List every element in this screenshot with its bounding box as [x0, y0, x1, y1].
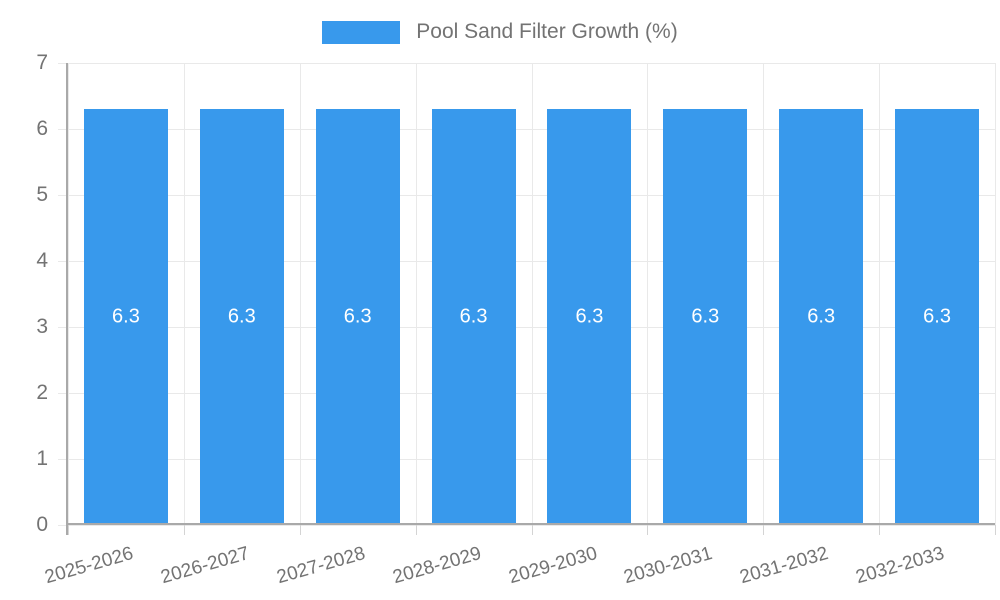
bar-value-label: 6.3 [227, 305, 256, 328]
bar[interactable] [663, 109, 748, 525]
bar[interactable] [895, 109, 980, 525]
y-axis-tick-label: 1 [36, 447, 48, 470]
gridline-vertical [299, 63, 301, 525]
y-axis-tick-label: 2 [36, 381, 48, 404]
x-axis-tick-mark [763, 525, 765, 535]
gridline-vertical [647, 63, 649, 525]
gridline-horizontal [58, 63, 995, 64]
x-axis-tick-mark [531, 525, 533, 535]
gridline-horizontal [58, 129, 995, 130]
gridline-horizontal [58, 525, 995, 526]
x-axis-tick-label: 2026-2027 [158, 543, 252, 589]
bar-value-label: 6.3 [923, 305, 951, 328]
bar[interactable] [547, 109, 632, 525]
y-axis-tick-label: 5 [36, 183, 48, 206]
bar[interactable] [315, 109, 400, 525]
bar-value-label: 6.3 [807, 305, 836, 328]
gridline-vertical [879, 63, 881, 525]
gridline-vertical [995, 63, 996, 525]
bar-value-label: 6.3 [691, 305, 720, 328]
gridline-horizontal [58, 327, 995, 328]
gridline-vertical [415, 63, 417, 525]
bar[interactable] [199, 109, 284, 525]
bar-value-label: 6.3 [575, 305, 604, 328]
x-axis-tick-mark [183, 525, 185, 535]
y-axis-tick-label: 0 [36, 513, 48, 536]
y-axis-tick-label: 6 [36, 117, 48, 140]
legend-label: Pool Sand Filter Growth (%) [416, 20, 678, 43]
y-axis-tick-label: 7 [36, 51, 48, 74]
bar[interactable] [83, 109, 168, 525]
x-axis-tick-mark [415, 525, 417, 535]
gridline-vertical [531, 63, 533, 525]
gridline-horizontal [58, 195, 995, 196]
bar[interactable] [431, 109, 516, 525]
y-axis-line [66, 63, 68, 535]
legend-color-swatch [322, 20, 401, 44]
y-axis-tick-label: 4 [36, 249, 48, 272]
x-axis-line [66, 523, 995, 525]
gridline-horizontal [58, 459, 995, 460]
legend-item[interactable]: Pool Sand Filter Growth (%) [322, 20, 678, 44]
x-axis-tick-label: 2027-2028 [274, 543, 368, 589]
x-axis-tick-label: 2032-2033 [853, 543, 947, 589]
x-axis-tick-mark [995, 525, 996, 535]
gridline-vertical [68, 63, 69, 525]
gridline-vertical [183, 63, 185, 525]
bar-value-label: 6.3 [459, 305, 488, 328]
gridline-vertical [763, 63, 765, 525]
x-axis-tick-label: 2030-2031 [621, 543, 716, 589]
bar-value-label: 6.3 [343, 305, 372, 328]
gridline-horizontal [58, 393, 995, 394]
x-axis-tick-label: 2031-2032 [737, 543, 831, 589]
bar[interactable] [779, 109, 864, 525]
bar-value-label: 6.3 [112, 305, 140, 328]
x-axis-tick-label: 2025-2026 [42, 543, 136, 589]
x-axis-tick-mark [879, 525, 881, 535]
chart-legend: Pool Sand Filter Growth (%) [0, 20, 1000, 44]
gridline-horizontal [58, 261, 995, 262]
x-axis-tick-mark [299, 525, 301, 535]
x-axis-tick-mark [68, 525, 69, 535]
x-axis-tick-label: 2029-2030 [506, 543, 600, 589]
y-axis-tick-label: 3 [36, 315, 48, 338]
x-axis-tick-mark [647, 525, 649, 535]
x-axis-tick-label: 2028-2029 [390, 543, 484, 589]
